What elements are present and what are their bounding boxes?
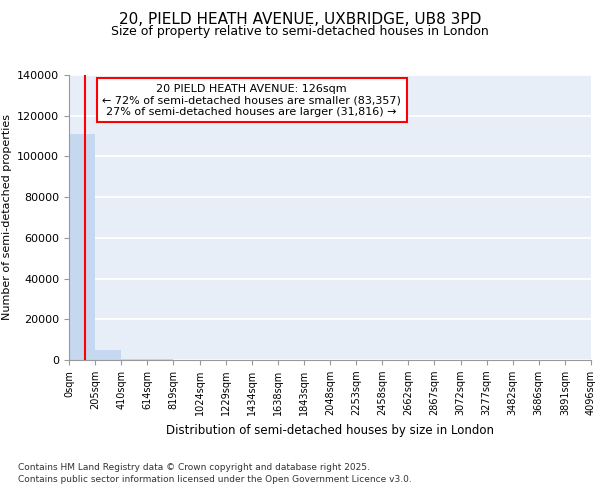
Text: 20 PIELD HEATH AVENUE: 126sqm
← 72% of semi-detached houses are smaller (83,357): 20 PIELD HEATH AVENUE: 126sqm ← 72% of s… [102, 84, 401, 116]
Bar [95, 350, 121, 360]
Bar [121, 358, 147, 360]
Text: 20, PIELD HEATH AVENUE, UXBRIDGE, UB8 3PD: 20, PIELD HEATH AVENUE, UXBRIDGE, UB8 3P… [119, 12, 481, 28]
Y-axis label: Number of semi-detached properties: Number of semi-detached properties [2, 114, 11, 320]
Text: Contains public sector information licensed under the Open Government Licence v3: Contains public sector information licen… [18, 475, 412, 484]
X-axis label: Distribution of semi-detached houses by size in London: Distribution of semi-detached houses by … [166, 424, 494, 436]
Bar [69, 134, 95, 360]
Text: Size of property relative to semi-detached houses in London: Size of property relative to semi-detach… [111, 25, 489, 38]
Text: Contains HM Land Registry data © Crown copyright and database right 2025.: Contains HM Land Registry data © Crown c… [18, 464, 370, 472]
